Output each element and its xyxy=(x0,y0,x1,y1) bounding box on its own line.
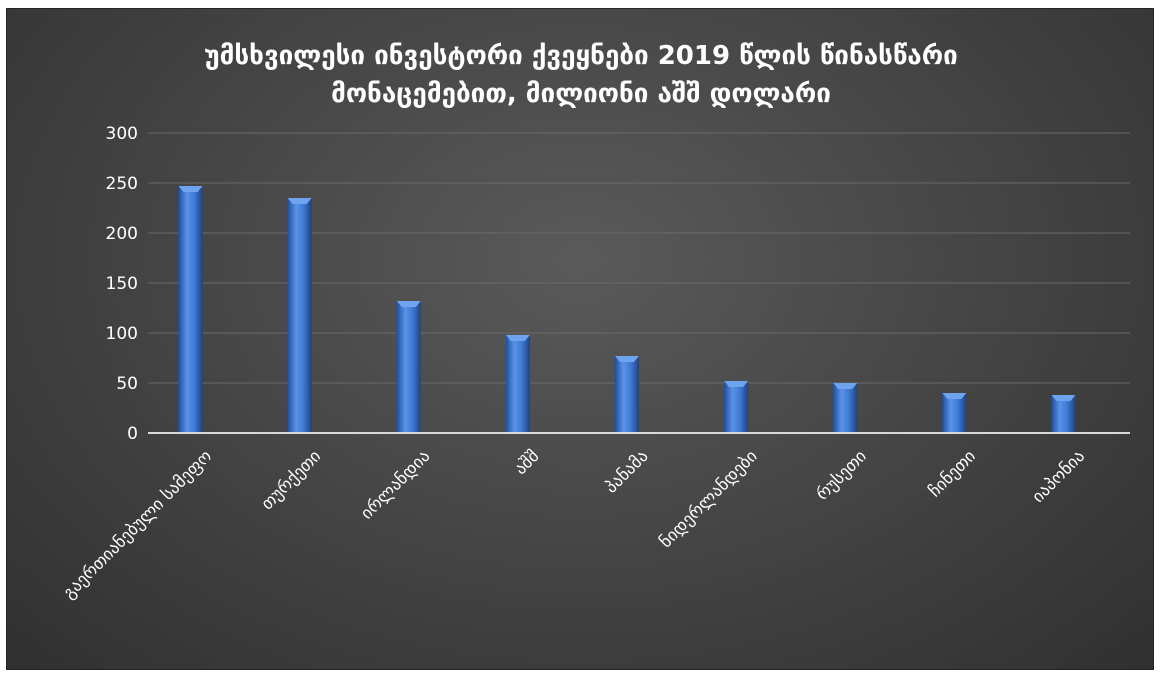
bar-cap xyxy=(833,383,858,389)
bar-body xyxy=(833,383,858,433)
x-tick-label: აშშ xyxy=(511,446,544,479)
bar xyxy=(615,356,639,433)
y-tick-label: 200 xyxy=(106,224,138,244)
x-tick-label: ირლანდია xyxy=(357,446,434,523)
y-tick-label: 100 xyxy=(106,324,138,344)
bar-cap xyxy=(724,381,749,387)
bar xyxy=(1051,395,1076,433)
y-tick-label: 300 xyxy=(106,124,138,144)
bar-cap xyxy=(178,186,203,192)
bar xyxy=(724,381,749,433)
bar-body xyxy=(615,356,639,433)
x-tick-label: პანამა xyxy=(601,446,652,497)
bar-cap xyxy=(396,301,421,307)
bar xyxy=(833,383,858,433)
bar-body xyxy=(178,186,203,433)
y-tick-label: 50 xyxy=(116,374,138,394)
bar-cap xyxy=(287,198,312,204)
x-tick-label: თურქეთი xyxy=(257,446,325,514)
y-tick-label: 250 xyxy=(106,174,138,194)
x-tick-label: იაპონია xyxy=(1028,446,1089,507)
bar-cap xyxy=(505,335,530,341)
x-tick-label: რუსეთი xyxy=(813,446,871,504)
bar-body xyxy=(396,301,421,433)
bar xyxy=(505,335,530,433)
bar xyxy=(396,301,421,433)
x-axis-tick-labels: გაერთიანებული სამეფო თურქეთი ირლანდია აშშ პა… xyxy=(59,446,1089,603)
bars xyxy=(178,186,1076,433)
chart-title: უმსხვილესი ინვესტორი ქვეყნები 2019 წლის … xyxy=(7,37,1155,113)
bar xyxy=(178,186,203,433)
y-tick-label: 0 xyxy=(127,424,138,444)
bar-cap xyxy=(942,393,967,399)
y-tick-label: 150 xyxy=(106,274,138,294)
bar-body xyxy=(287,198,312,433)
bar-body xyxy=(505,335,530,433)
x-tick-label: ნიდერლანდები xyxy=(656,446,762,552)
bar xyxy=(287,198,312,433)
bar-cap xyxy=(1051,395,1076,401)
bar-cap xyxy=(615,356,639,362)
bar-body xyxy=(942,393,967,433)
x-tick-label: გაერთიანებული სამეფო xyxy=(59,446,216,603)
bar-body xyxy=(1051,395,1076,433)
chart-title-line-2: მონაცემებით, მილიონი აშშ დოლარი xyxy=(331,79,831,109)
x-tick-label: ჩინეთი xyxy=(925,446,980,501)
y-axis-tick-labels: 0 50 100 150 200 250 300 xyxy=(106,124,138,444)
chart-title-line-1: უმსხვილესი ინვესტორი ქვეყნები 2019 წლის … xyxy=(204,41,958,71)
bar-body xyxy=(724,381,749,433)
bar xyxy=(942,393,967,433)
